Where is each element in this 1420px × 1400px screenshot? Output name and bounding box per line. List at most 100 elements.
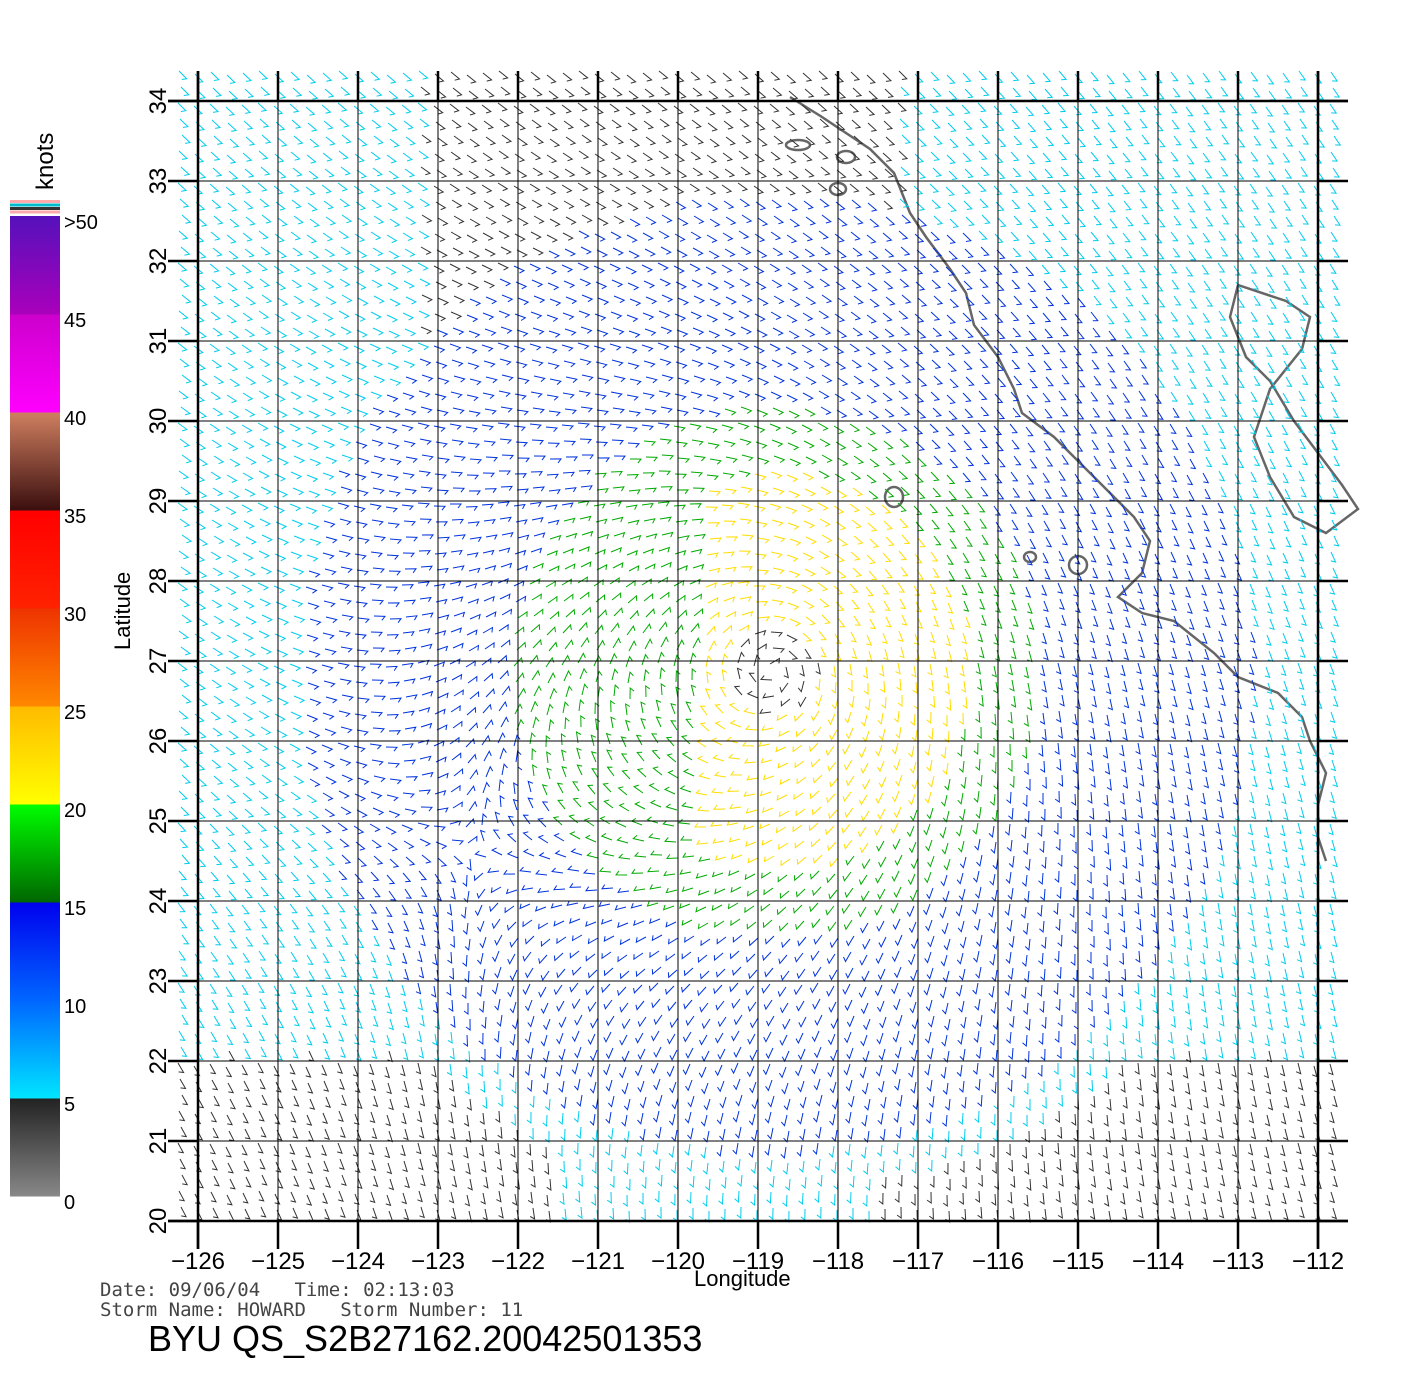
wind-barb	[1022, 922, 1029, 935]
wind-barb	[1043, 648, 1049, 661]
wind-barb	[853, 375, 865, 385]
wind-barb	[500, 562, 513, 569]
wind-barb	[989, 953, 996, 966]
wind-barb	[753, 185, 765, 195]
wind-barb	[829, 969, 838, 981]
wind-barb	[817, 422, 829, 431]
wind-barb	[196, 249, 207, 259]
wind-barb	[1251, 855, 1258, 868]
wind-barb	[804, 328, 816, 338]
wind-barb	[501, 454, 515, 460]
wind-barb	[1085, 983, 1091, 997]
wind-barb	[369, 343, 382, 352]
wind-barb	[657, 262, 669, 271]
wind-barb	[273, 425, 285, 434]
wind-barb	[1105, 266, 1114, 277]
wind-barb	[529, 1207, 536, 1220]
wind-barb	[1200, 1192, 1207, 1205]
wind-barb	[731, 1030, 740, 1042]
wind-barb	[989, 1145, 995, 1159]
wind-barb	[558, 1080, 565, 1093]
wind-barb	[513, 105, 524, 115]
wind-barb	[530, 700, 539, 713]
wind-barb	[975, 966, 982, 979]
wind-barb	[909, 889, 918, 902]
wind-barb	[356, 1177, 363, 1190]
wind-barb	[1038, 1032, 1044, 1046]
wind-barb	[805, 536, 818, 545]
wind-barb	[901, 534, 911, 545]
wind-barb	[1072, 1049, 1078, 1062]
wind-barb	[1186, 394, 1194, 405]
wind-barb	[626, 154, 638, 164]
wind-barb	[370, 391, 383, 400]
wind-barb	[958, 968, 966, 981]
wind-barb	[1011, 359, 1021, 370]
wind-barb	[261, 774, 272, 784]
wind-barb	[603, 967, 614, 977]
wind-barb	[1155, 441, 1163, 452]
wind-barb	[290, 1191, 297, 1203]
wind-barb	[1125, 456, 1133, 467]
wind-barb	[257, 822, 268, 832]
wind-barb	[544, 1130, 550, 1144]
wind-barb	[484, 168, 496, 178]
wind-barb	[849, 183, 860, 193]
wind-barb	[579, 667, 588, 680]
wind-barb	[1043, 120, 1053, 131]
wind-barb	[769, 103, 780, 113]
wind-barb	[785, 106, 796, 116]
wind-barb	[714, 704, 724, 714]
wind-barb	[724, 566, 737, 573]
wind-barb	[1122, 1208, 1128, 1221]
wind-barb	[687, 1095, 695, 1108]
wind-barb	[705, 346, 718, 355]
wind-barb	[577, 500, 590, 506]
wind-barb	[786, 154, 797, 164]
wind-barb	[307, 922, 316, 933]
wind-barb	[229, 458, 241, 467]
wind-barb	[387, 522, 400, 529]
wind-barb	[565, 136, 577, 146]
wind-barb	[893, 758, 901, 771]
wind-barb	[339, 278, 351, 287]
wind-barb	[1266, 154, 1275, 165]
wind-barb	[462, 954, 468, 968]
wind-barb	[324, 248, 336, 258]
wind-barb	[613, 455, 626, 461]
wind-barb	[836, 489, 848, 499]
wind-barb	[466, 629, 478, 636]
wind-barb	[244, 168, 255, 178]
wind-barb	[355, 201, 367, 211]
wind-barb	[306, 74, 317, 84]
wind-barb	[693, 375, 706, 383]
wind-barb	[507, 921, 517, 931]
wind-barb	[244, 808, 255, 818]
wind-barb	[1139, 358, 1148, 369]
wind-barb	[725, 296, 737, 305]
wind-barb	[1105, 810, 1111, 823]
wind-barb	[1267, 1098, 1274, 1111]
wind-barb	[837, 537, 849, 547]
wind-barb	[465, 266, 478, 275]
wind-barb	[770, 391, 783, 400]
wind-barb	[581, 606, 592, 616]
wind-barb	[655, 1126, 662, 1139]
wind-barb	[1269, 298, 1277, 309]
wind-barb	[611, 516, 624, 523]
wind-barb	[325, 1096, 332, 1108]
wind-barb	[677, 457, 691, 464]
wind-barb	[1251, 119, 1260, 130]
wind-barb	[545, 656, 555, 668]
wind-barb	[691, 593, 702, 601]
wind-barb	[369, 1031, 376, 1044]
wind-barb	[843, 919, 853, 931]
wind-barb	[353, 265, 365, 275]
wind-barb	[827, 1033, 836, 1046]
wind-barb	[1170, 471, 1178, 483]
wind-barb	[477, 920, 485, 933]
wind-barb	[452, 327, 465, 336]
wind-barb	[481, 344, 494, 352]
wind-barb	[1093, 455, 1101, 466]
wind-barb	[1053, 982, 1059, 996]
